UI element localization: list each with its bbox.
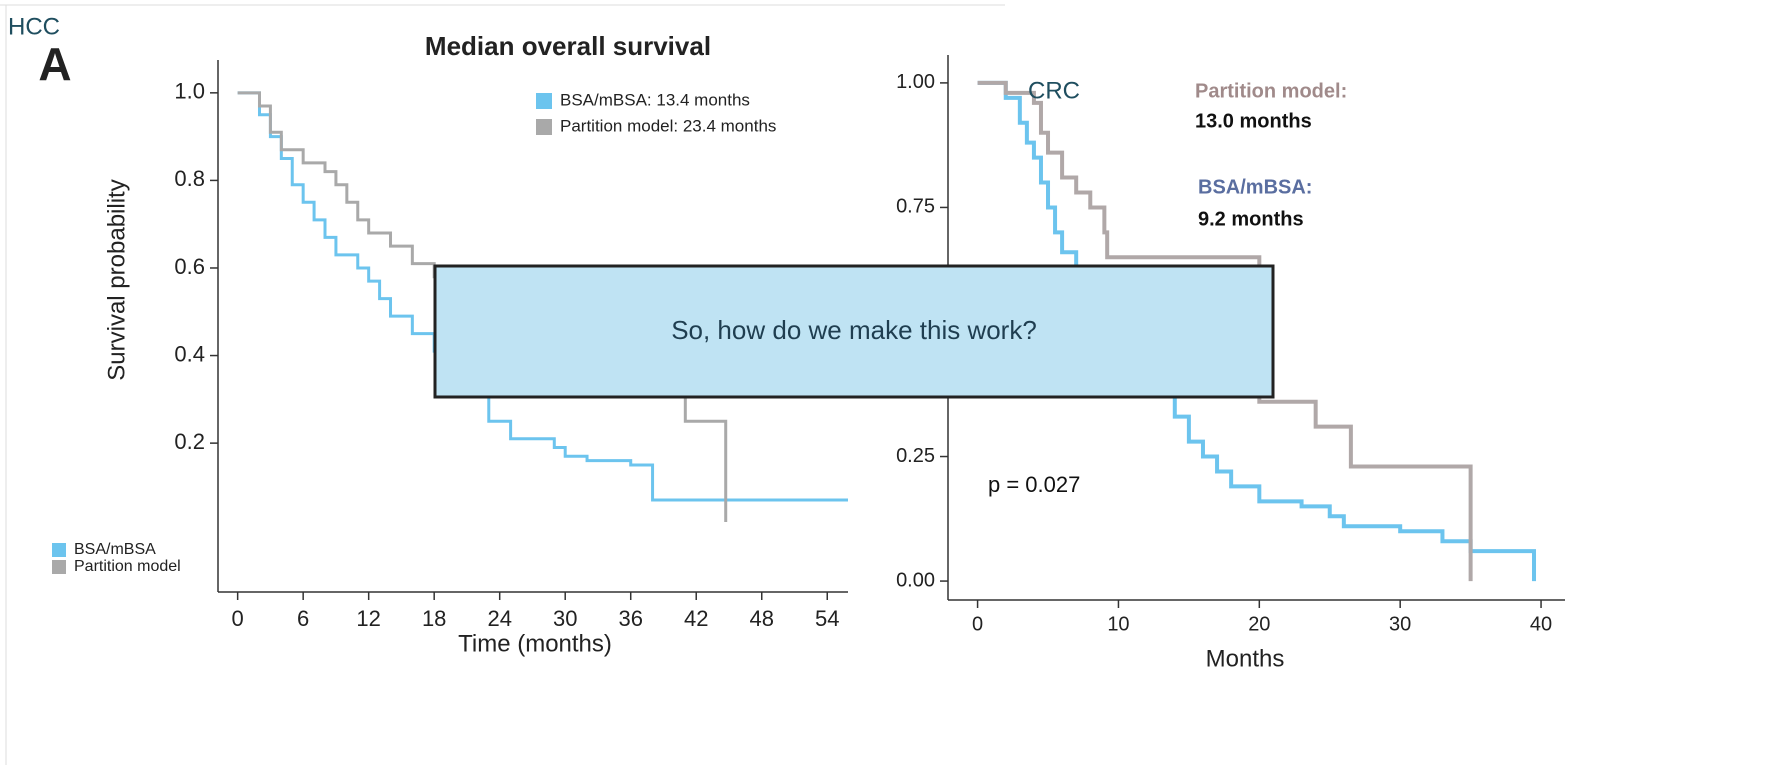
y-tick-label: 0.00 [896,569,935,591]
x-tick-label: 36 [618,606,642,631]
x-tick-label: 30 [1389,613,1411,635]
x-tick-label: 12 [356,606,380,631]
x-tick-label: 30 [553,606,577,631]
x-tick-label: 24 [487,606,511,631]
annotation: 9.2 months [1198,208,1304,230]
legend-swatch [52,543,66,557]
legend-entry: Partition model [74,558,181,575]
x-tick-label: 48 [750,606,774,631]
x-axis-label: Months [1206,645,1285,672]
survival-curve [977,80,1537,582]
annotation: p = 0.027 [988,472,1080,497]
callout-text: So, how do we make this work? [671,315,1037,345]
x-axis-label: Time (months) [458,630,612,657]
y-tick-label: 1.0 [174,79,205,104]
x-tick-label: 10 [1107,613,1129,635]
y-axis-label: Survival probability [103,179,130,380]
legend-swatch [536,119,552,135]
callout-box [433,264,1275,399]
x-tick-label: 54 [815,606,839,631]
chart-label: CRC [1028,77,1080,104]
chart-title: Median overall survival [425,31,711,61]
y-tick-label: 0.2 [174,429,205,454]
x-tick-label: 0 [972,613,983,635]
annotation: 13.0 months [1195,110,1312,132]
x-tick-label: 18 [422,606,446,631]
legend-swatch [536,93,552,109]
x-tick-label: 0 [232,606,244,631]
annotation: BSA/mBSA: [1198,176,1312,198]
legend-entry: BSA/mBSA [74,541,156,558]
legend-entry: BSA/mBSA: 13.4 months [560,90,750,109]
x-tick-label: 42 [684,606,708,631]
survival-curve [977,80,1473,582]
survival-curve [237,91,848,502]
x-tick-label: 6 [297,606,309,631]
y-tick-label: 0.4 [174,341,205,366]
panel-label: A [38,38,71,90]
y-tick-label: 0.8 [174,166,205,191]
legend-entry: Partition model: 23.4 months [560,116,776,135]
x-tick-label: 40 [1530,613,1552,635]
legend-swatch [52,560,66,574]
annotation: Partition model: [1195,80,1347,102]
y-tick-label: 0.6 [174,254,205,279]
chart-label: HCC [8,13,60,40]
y-tick-label: 0.25 [896,445,935,467]
y-tick-label: 0.75 [896,196,935,218]
y-tick-label: 1.00 [896,71,935,93]
x-tick-label: 20 [1248,613,1270,635]
